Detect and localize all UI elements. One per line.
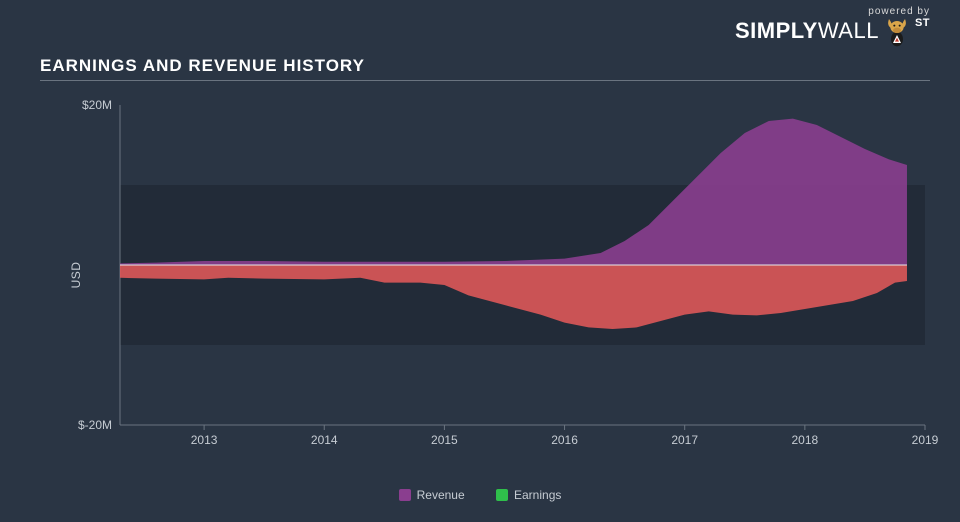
brand-logo: powered by SIMPLYWALL ST: [735, 6, 930, 47]
chart-plot: USD $20M$-20M201320142015201620172018201…: [40, 95, 930, 455]
title-rule: [40, 80, 930, 81]
y-tick-label: $-20M: [40, 418, 112, 432]
bull-icon: [883, 15, 911, 47]
legend-item-earnings: Earnings: [496, 488, 561, 502]
brand-name: SIMPLYWALL ST: [735, 15, 930, 47]
y-tick-label: $20M: [40, 98, 112, 112]
x-tick-label: 2017: [671, 433, 698, 447]
chart-legend: Revenue Earnings: [0, 488, 960, 504]
legend-swatch-revenue: [399, 489, 411, 501]
x-tick-label: 2019: [912, 433, 939, 447]
x-tick-label: 2018: [791, 433, 818, 447]
y-axis-label: USD: [69, 262, 83, 289]
chart-svg: [40, 95, 930, 455]
legend-item-revenue: Revenue: [399, 488, 465, 502]
x-tick-label: 2013: [191, 433, 218, 447]
legend-label: Revenue: [417, 488, 465, 502]
legend-label: Earnings: [514, 488, 561, 502]
legend-swatch-earnings: [496, 489, 508, 501]
x-tick-label: 2014: [311, 433, 338, 447]
x-tick-label: 2015: [431, 433, 458, 447]
x-tick-label: 2016: [551, 433, 578, 447]
chart-title: Earnings and Revenue History: [40, 56, 365, 76]
